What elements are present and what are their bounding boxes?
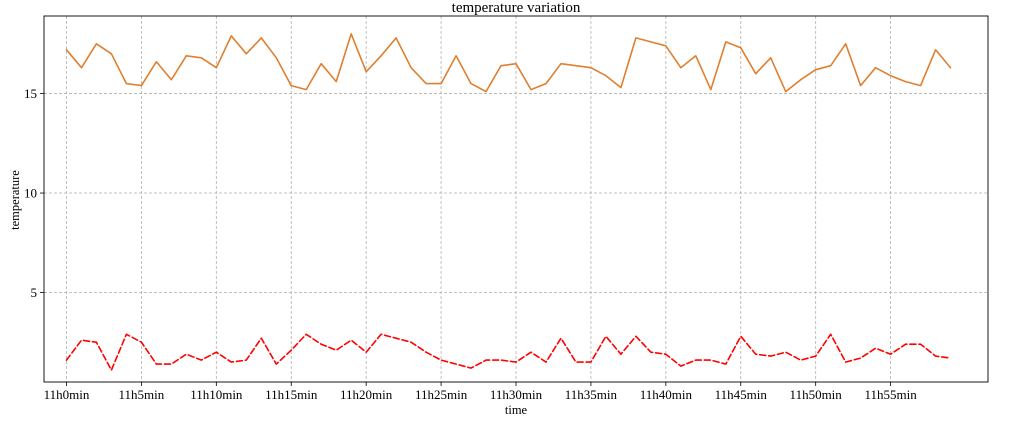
- y-axis-label: temperature: [8, 170, 22, 230]
- y-tick-label: 5: [31, 285, 38, 300]
- y-tick-label: 15: [24, 86, 37, 101]
- x-tick-label: 11h35min: [565, 387, 618, 402]
- series-line-1: [65, 33, 952, 93]
- x-tick-label: 11h20min: [340, 387, 393, 402]
- series-lines: [65, 33, 952, 371]
- x-tick-label: 11h45min: [715, 387, 768, 402]
- x-tick-label: 11h30min: [490, 387, 543, 402]
- grid-lines: [44, 16, 988, 382]
- x-tick-label: 11h0min: [44, 387, 90, 402]
- x-axis-label: time: [505, 403, 528, 417]
- y-tick-label: 10: [24, 186, 37, 201]
- x-tick-label: 11h5min: [119, 387, 165, 402]
- chart-title: temperature variation: [452, 0, 581, 16]
- series-line-2: [65, 333, 952, 371]
- x-tick-label: 11h55min: [864, 387, 917, 402]
- x-tick-label: 11h15min: [265, 387, 318, 402]
- x-tick-label: 11h40min: [640, 387, 693, 402]
- x-tick-label: 11h50min: [790, 387, 843, 402]
- x-tick-label: 11h25min: [415, 387, 468, 402]
- x-tick-label: 11h10min: [190, 387, 243, 402]
- axis-ticks: 11h0min 11h5min 11h10min 11h15min 11h20min 11…: [24, 86, 917, 402]
